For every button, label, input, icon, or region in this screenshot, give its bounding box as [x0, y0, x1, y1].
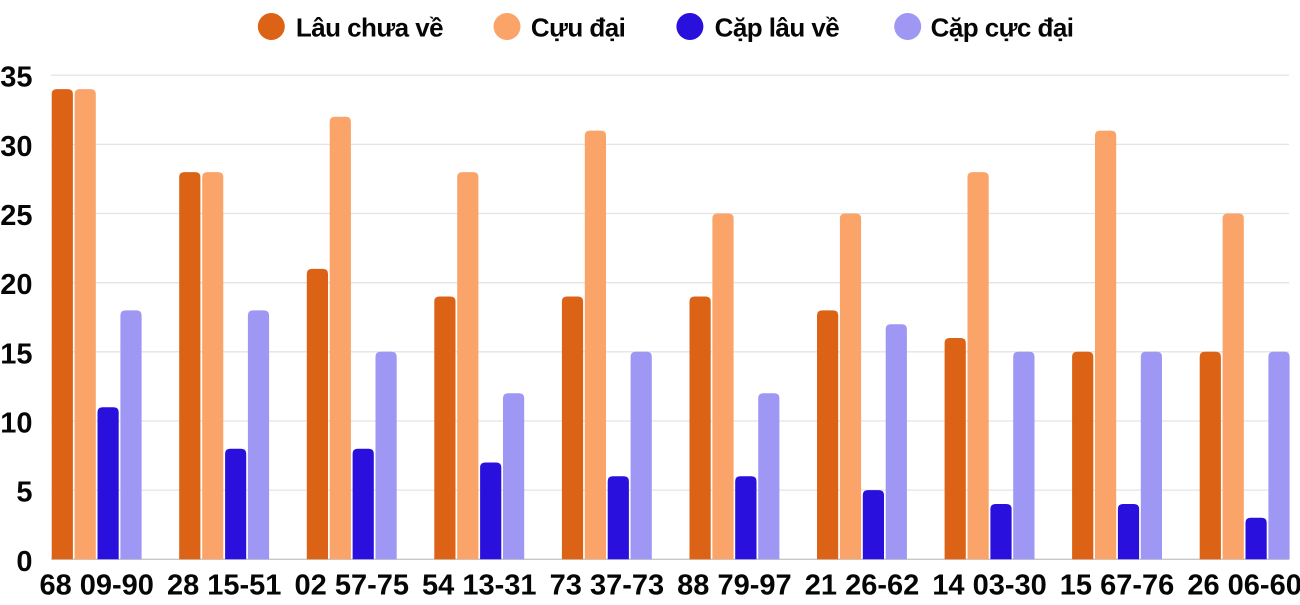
svg-text:Cựu đại: Cựu đại	[531, 13, 625, 43]
svg-text:21 26-62: 21 26-62	[805, 570, 920, 601]
svg-text:35: 35	[0, 62, 32, 94]
svg-text:5: 5	[16, 477, 32, 509]
svg-text:30: 30	[0, 131, 32, 163]
svg-text:25: 25	[0, 200, 32, 232]
svg-text:28 15-51: 28 15-51	[167, 570, 282, 601]
svg-text:26 06-60: 26 06-60	[1187, 570, 1300, 601]
svg-text:10: 10	[0, 408, 32, 440]
svg-text:68 09-90: 68 09-90	[39, 570, 154, 601]
svg-text:20: 20	[0, 269, 32, 301]
svg-text:15: 15	[0, 338, 32, 370]
svg-text:Cặp lâu về: Cặp lâu về	[715, 13, 840, 43]
svg-text:14 03-30: 14 03-30	[932, 570, 1047, 601]
svg-text:02 57-75: 02 57-75	[295, 570, 410, 601]
svg-text:88 79-97: 88 79-97	[677, 570, 792, 601]
svg-text:73 37-73: 73 37-73	[550, 570, 665, 601]
svg-text:Lâu chưa về: Lâu chưa về	[296, 13, 443, 43]
svg-text:Cặp cực đại: Cặp cực đại	[931, 13, 1074, 43]
svg-text:0: 0	[16, 546, 32, 578]
svg-text:54 13-31: 54 13-31	[422, 570, 537, 601]
svg-text:15 67-76: 15 67-76	[1060, 570, 1175, 601]
